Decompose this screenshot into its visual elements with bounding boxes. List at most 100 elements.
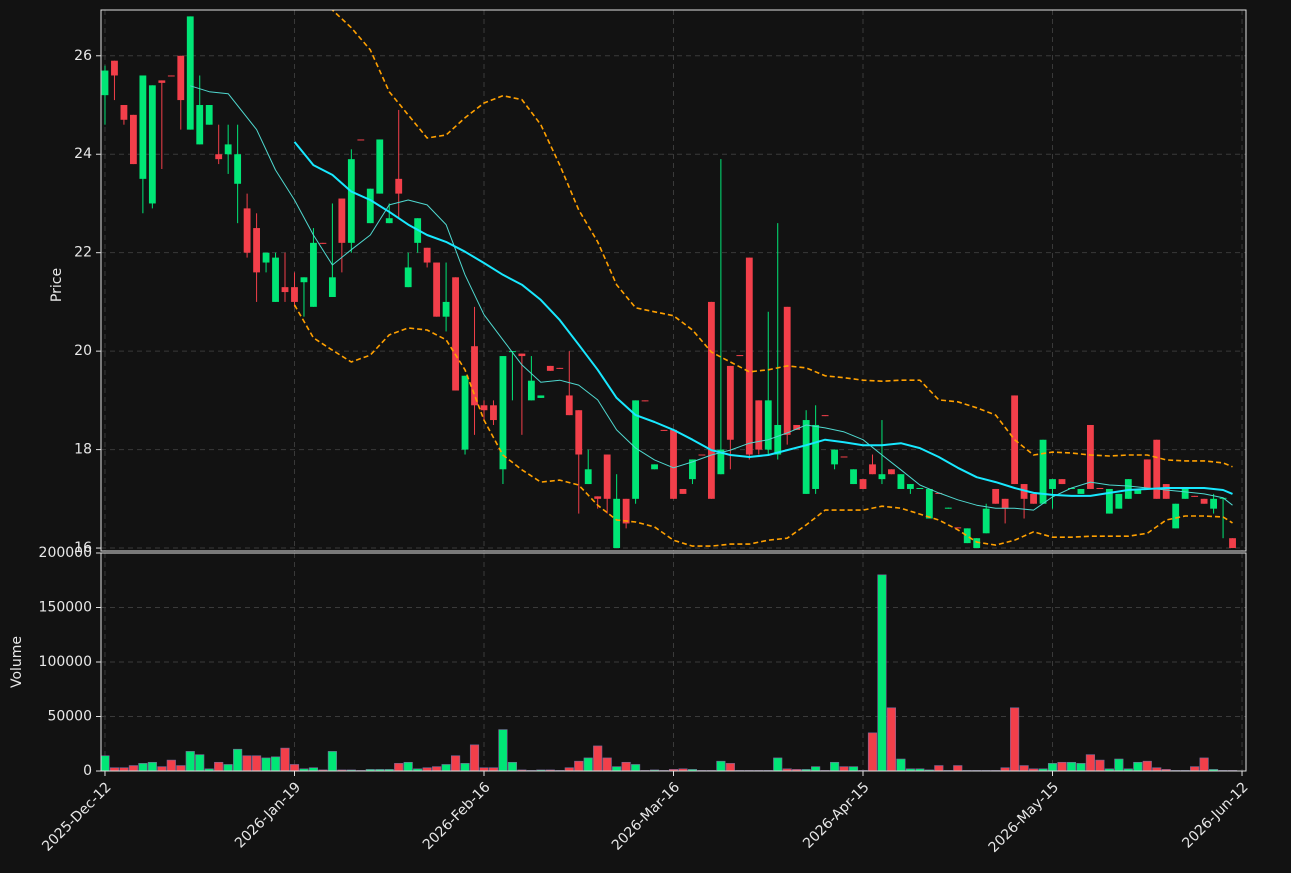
candle-body bbox=[802, 420, 810, 494]
volume-bar bbox=[441, 764, 451, 771]
candle-body bbox=[888, 469, 895, 475]
candle-body bbox=[1172, 503, 1180, 529]
y-tick-label: 0 bbox=[83, 763, 92, 779]
candle-body bbox=[717, 449, 725, 475]
volume-bar bbox=[157, 766, 167, 771]
volume-bar bbox=[934, 765, 944, 771]
volume-bar bbox=[725, 763, 735, 771]
candle-body bbox=[1124, 479, 1132, 499]
volume-bar bbox=[915, 768, 925, 771]
indicator-line bbox=[293, 304, 1233, 547]
candle-body bbox=[158, 80, 166, 83]
volume-bar bbox=[469, 744, 480, 771]
volume-bar bbox=[716, 760, 726, 771]
candle-body bbox=[262, 252, 270, 263]
candle-body bbox=[461, 375, 469, 450]
candle-body bbox=[1143, 459, 1151, 489]
volume-bar bbox=[839, 766, 849, 771]
candle-body bbox=[1105, 488, 1113, 514]
volume-bar bbox=[176, 765, 186, 771]
candle-body bbox=[745, 257, 753, 455]
candle-body bbox=[793, 424, 801, 430]
candle-body bbox=[310, 242, 317, 307]
volume-bar bbox=[1085, 754, 1095, 771]
candle-body bbox=[177, 55, 185, 101]
volume-bar bbox=[507, 761, 517, 771]
volume-bar bbox=[574, 760, 584, 771]
volume-bar bbox=[1095, 759, 1105, 771]
indicator-line bbox=[331, 10, 1233, 468]
volume-bar bbox=[602, 757, 612, 771]
candle-body bbox=[196, 105, 204, 145]
volume-bar bbox=[621, 761, 631, 771]
candle-body bbox=[575, 410, 583, 455]
candle-body bbox=[916, 487, 924, 489]
volume-bar bbox=[1104, 768, 1114, 771]
volume-bar bbox=[877, 574, 887, 771]
candle-body bbox=[546, 365, 554, 371]
candle-body bbox=[120, 105, 128, 120]
volume-bar bbox=[848, 766, 859, 771]
volume-bar bbox=[1199, 757, 1209, 771]
candle-body bbox=[850, 469, 857, 485]
candle-body bbox=[906, 484, 914, 489]
volume-bar bbox=[432, 766, 442, 771]
candle-body bbox=[783, 306, 791, 435]
candle-body bbox=[1087, 424, 1094, 489]
y-tick-label: 200000 bbox=[39, 545, 92, 561]
indicator-line bbox=[293, 141, 1233, 497]
candle-body bbox=[689, 459, 696, 480]
candle-body bbox=[774, 424, 782, 455]
candle-body bbox=[1191, 495, 1199, 497]
candle-body bbox=[442, 301, 450, 317]
candle-body bbox=[812, 424, 820, 489]
volume-bar bbox=[811, 766, 821, 771]
candle-body bbox=[982, 508, 990, 534]
volume-bar bbox=[583, 757, 593, 771]
volume-bar bbox=[612, 766, 622, 771]
candle-body bbox=[291, 287, 298, 302]
candle-body bbox=[186, 16, 194, 130]
volume-bar bbox=[214, 761, 224, 771]
volume-bar bbox=[394, 763, 404, 771]
volume-bar bbox=[1057, 761, 1067, 771]
candle-body bbox=[281, 287, 289, 293]
candle-body bbox=[224, 144, 232, 155]
volume-bar bbox=[195, 754, 205, 771]
candle-body bbox=[869, 464, 876, 475]
volume-bar bbox=[460, 763, 470, 771]
volume-bar bbox=[678, 768, 688, 771]
volume-bar bbox=[1114, 758, 1124, 771]
candle-body bbox=[1115, 493, 1123, 509]
candle-body bbox=[357, 139, 365, 141]
candle-body bbox=[963, 528, 971, 544]
volume-bar bbox=[1010, 707, 1020, 771]
candle-body bbox=[1210, 498, 1218, 509]
volume-bar bbox=[280, 747, 290, 771]
candle-body bbox=[1039, 439, 1047, 504]
volume-bar bbox=[593, 745, 603, 771]
volume-bar bbox=[128, 765, 138, 771]
candle-body bbox=[471, 346, 478, 406]
price-marks bbox=[101, 10, 1236, 549]
candle-body bbox=[433, 262, 441, 317]
candle-body bbox=[897, 474, 905, 489]
candle-body bbox=[366, 188, 374, 224]
candle-body bbox=[537, 395, 545, 398]
candle-body bbox=[423, 247, 431, 263]
candle-body bbox=[622, 498, 630, 524]
candle-body bbox=[499, 356, 507, 470]
volume-bar bbox=[270, 756, 281, 771]
candle-body bbox=[764, 400, 772, 450]
volume-bar bbox=[631, 764, 641, 771]
candle-body bbox=[1030, 493, 1037, 504]
candle-body bbox=[527, 380, 535, 401]
volume-bar bbox=[1019, 765, 1029, 771]
candle-body bbox=[300, 277, 308, 283]
candle-body bbox=[613, 498, 621, 549]
candle-body bbox=[821, 415, 829, 417]
volume-bar bbox=[1142, 760, 1152, 771]
volume-bar bbox=[1066, 761, 1077, 771]
